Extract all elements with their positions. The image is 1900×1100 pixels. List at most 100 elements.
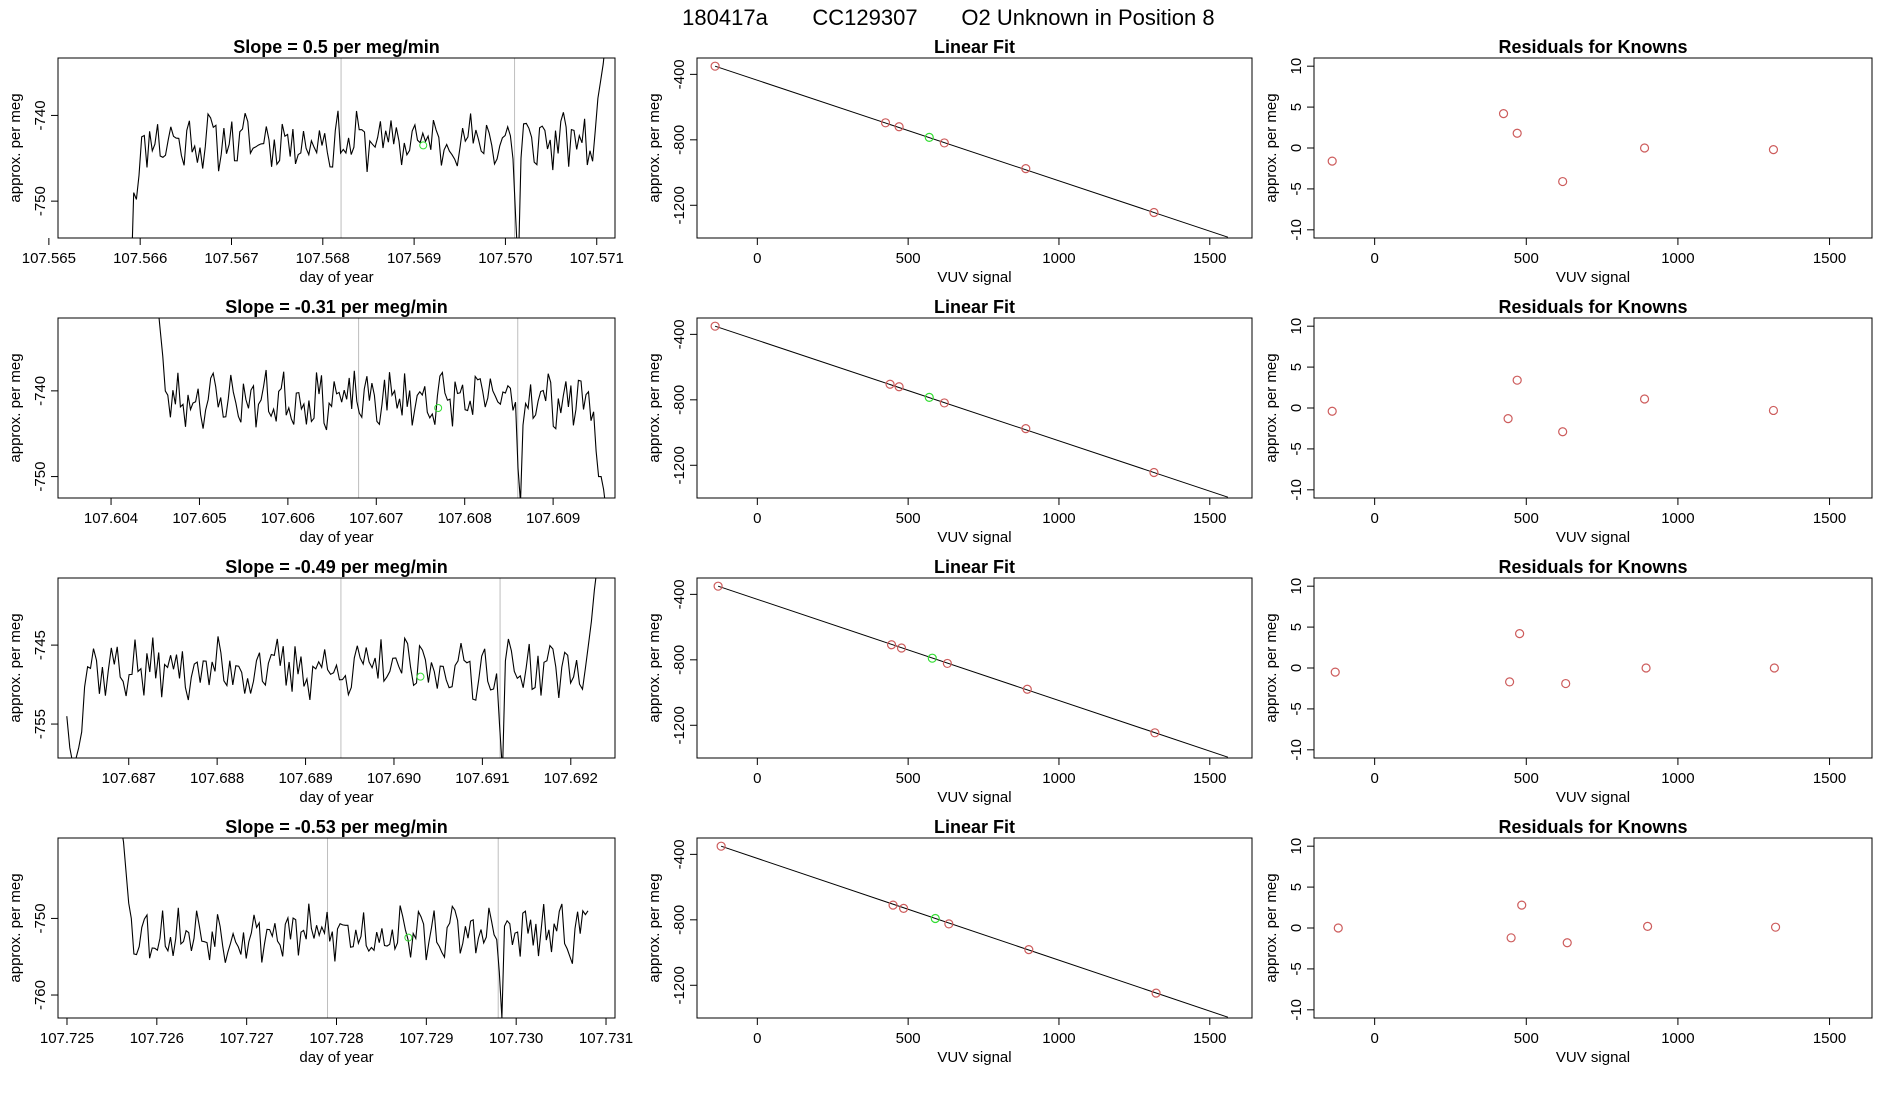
x-tick-label: 0: [1370, 770, 1378, 787]
series-line: [158, 318, 606, 498]
y-axis-label: approx. per meg: [7, 613, 24, 722]
known-point: [880, 118, 891, 128]
unknown-point: [419, 141, 428, 150]
y-tick-label: -740: [32, 376, 49, 406]
y-tick-label: -800: [671, 905, 688, 935]
y-axis-label: approx. per meg: [7, 353, 24, 462]
time-series-panel-4: Slope = -0.53 per meg/min 107.725 107.726 1…: [7, 817, 633, 1066]
x-tick-label: 1500: [1193, 1030, 1226, 1047]
y-axis-label: approx. per meg: [7, 873, 24, 982]
x-axis-label: VUV signal: [1556, 1049, 1630, 1066]
y-tick-label: 0: [1288, 144, 1305, 152]
residuals-panel-2: Residuals for Knowns 0 500 1000 1500 10 5 0 -5 -1…: [1263, 297, 1873, 546]
panel-grid: Slope = 0.5 per meg/min 107.565 107.566 107…: [7, 37, 1873, 1066]
series-line: [66, 578, 597, 758]
x-tick-label: 107.725: [40, 1030, 94, 1047]
x-axis-label: VUV signal: [1556, 529, 1630, 546]
unknown-point: [434, 404, 443, 412]
residual-point: [1768, 145, 1779, 155]
x-axis-label: VUV signal: [937, 789, 1011, 806]
time-series-panel-1: Slope = 0.5 per meg/min 107.565 107.566 107…: [7, 37, 624, 286]
series-line: [131, 58, 605, 238]
panel-title: Slope = -0.49 per meg/min: [225, 557, 448, 577]
x-tick-label: 107.728: [309, 1030, 363, 1047]
y-tick-label: -800: [671, 645, 688, 675]
y-tick-label: -745: [32, 630, 49, 660]
x-tick-label: 0: [753, 250, 761, 267]
panel-title: Slope = -0.31 per meg/min: [225, 297, 448, 317]
x-axis-label: VUV signal: [1556, 789, 1630, 806]
panel-title: Slope = -0.53 per meg/min: [225, 817, 448, 837]
y-tick-label: 5: [1288, 883, 1305, 891]
x-tick-label: 107.731: [579, 1030, 633, 1047]
known-point: [1022, 684, 1032, 694]
x-tick-label: 1000: [1042, 250, 1075, 267]
fit-line: [714, 65, 1229, 238]
plot-area: [710, 321, 1229, 498]
x-axis-label: VUV signal: [1556, 269, 1630, 286]
y-tick-label: 0: [1288, 664, 1305, 672]
x-tick-label: 107.692: [544, 770, 598, 787]
known-point: [894, 122, 904, 132]
y-axis-label: approx. per meg: [646, 93, 663, 202]
known-point: [885, 379, 895, 389]
residual-point: [1506, 933, 1516, 943]
x-tick-label: 1500: [1813, 250, 1846, 267]
x-tick-label: 1000: [1661, 770, 1694, 787]
residual-point: [1512, 375, 1522, 385]
plot-frame: [57, 837, 616, 1019]
unknown-point: [927, 653, 937, 663]
x-tick-label: 107.605: [172, 510, 226, 527]
residual-point: [1641, 663, 1651, 673]
linear-fit-panel-2: Linear Fit 0 500 1000 1500 -400 -800 -1200 VUV s…: [646, 297, 1253, 546]
y-tick-label: -400: [671, 319, 688, 349]
known-point: [944, 919, 954, 929]
y-axis-label: approx. per meg: [1263, 93, 1280, 202]
y-tick-label: -740: [32, 100, 49, 130]
plot-area: [131, 58, 605, 238]
known-point: [1150, 728, 1160, 738]
plot-area: [122, 838, 589, 1018]
x-tick-label: 0: [753, 1030, 761, 1047]
y-tick-label: -5: [1288, 962, 1305, 975]
x-axis-label: day of year: [299, 1049, 373, 1066]
unknown-point: [404, 933, 413, 942]
residuals-panel-1: Residuals for Knowns 0 500 1000 1500 10 5 0 -5 -1…: [1263, 37, 1873, 286]
known-point: [886, 640, 897, 650]
x-tick-label: 500: [1514, 250, 1539, 267]
y-tick-label: -750: [32, 903, 49, 933]
y-tick-label: -400: [671, 839, 688, 869]
known-point: [1149, 467, 1159, 478]
y-tick-label: 0: [1288, 404, 1305, 412]
y-axis-label: approx. per meg: [1263, 613, 1280, 722]
x-tick-label: 0: [753, 770, 761, 787]
series-line: [122, 838, 589, 1018]
x-tick-label: 107.607: [349, 510, 403, 527]
known-point: [1149, 207, 1159, 218]
fit-line: [717, 585, 1229, 758]
y-tick-label: -5: [1288, 182, 1305, 195]
residual-point: [1561, 678, 1571, 689]
known-point: [942, 658, 952, 669]
y-tick-label: -1200: [671, 966, 688, 1004]
panel-title: Slope = 0.5 per meg/min: [233, 37, 440, 57]
y-tick-label: -1200: [671, 186, 688, 224]
x-tick-label: 107.726: [130, 1030, 184, 1047]
x-tick-label: 0: [1370, 510, 1378, 527]
residual-point: [1562, 938, 1572, 948]
y-axis-label: approx. per meg: [1263, 873, 1280, 982]
y-tick-label: 5: [1288, 103, 1305, 111]
x-tick-label: 107.606: [261, 510, 315, 527]
plot-frame: [696, 317, 1253, 499]
known-point: [710, 61, 720, 71]
x-tick-label: 1000: [1042, 1030, 1075, 1047]
residual-point: [1642, 921, 1653, 931]
panel-title: Residuals for Knowns: [1498, 37, 1687, 57]
residual-point: [1498, 109, 1509, 119]
linear-fit-panel-1: Linear Fit 0 500 1000 1500 -400 -800 -1200 VUV s…: [646, 37, 1253, 286]
y-tick-label: -1200: [671, 706, 688, 744]
known-point: [713, 581, 723, 591]
residual-point: [1769, 663, 1779, 673]
known-point: [888, 900, 898, 910]
y-tick-label: -750: [32, 462, 49, 492]
